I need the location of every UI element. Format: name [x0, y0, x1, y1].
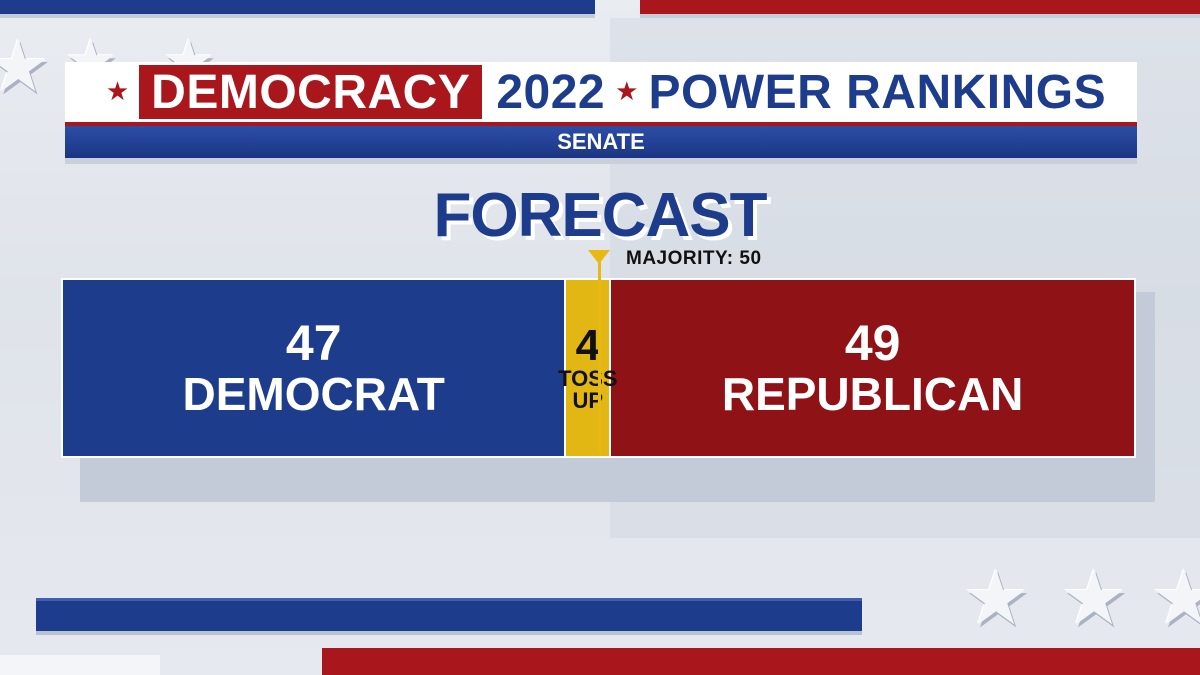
star-icon: ★ — [962, 553, 1031, 642]
bottom-white-stripe — [0, 655, 160, 675]
republican-label: REPUBLICAN — [721, 368, 1024, 420]
red-star-icon: ★ — [105, 77, 130, 107]
year-label: 2022 — [496, 65, 606, 119]
star-icon: ★ — [0, 24, 51, 108]
majority-marker-icon — [588, 250, 610, 264]
banner-divider — [65, 122, 1137, 126]
seat-forecast-bar: 47 DEMOCRAT 4 TOSS UP 49 REPUBLICAN — [61, 278, 1136, 458]
democrat-segment: 47 DEMOCRAT — [63, 280, 565, 456]
star-icon: ★ — [1060, 553, 1129, 642]
bottom-red-stripe — [322, 648, 1200, 675]
democrat-label: DEMOCRAT — [182, 368, 445, 420]
majority-label: MAJORITY: 50 — [626, 248, 762, 270]
tossup-label-line1: TOSS — [558, 366, 618, 391]
senate-subtitle: SENATE — [65, 126, 1137, 158]
header-banner: ★ DEMOCRACY 2022 ★ POWER RANKINGS SENATE — [65, 62, 1137, 158]
banner-title-row: ★ DEMOCRACY 2022 ★ POWER RANKINGS — [65, 62, 1137, 122]
tossup-segment: 4 TOSS UP — [558, 280, 618, 456]
tossup-label-line2: UP — [572, 388, 604, 413]
red-star-icon: ★ — [615, 77, 639, 107]
republican-segment: 49 REPUBLICAN — [611, 280, 1134, 456]
power-rankings-label: POWER RANKINGS — [648, 65, 1107, 119]
democracy-label: DEMOCRACY — [139, 65, 483, 119]
majority-line — [598, 262, 601, 454]
star-icon: ★ — [1150, 553, 1200, 642]
republican-seat-count: 49 — [844, 315, 901, 371]
democrat-seat-count: 47 — [285, 315, 342, 371]
top-red-stripe — [640, 0, 1200, 14]
top-blue-stripe — [0, 0, 595, 14]
bottom-blue-stripe — [36, 598, 862, 631]
majority-value: 50 — [739, 248, 762, 269]
majority-text: MAJORITY: — [626, 248, 734, 269]
forecast-title: FORECAST — [433, 181, 768, 250]
tossup-seat-count: 4 — [575, 321, 601, 370]
